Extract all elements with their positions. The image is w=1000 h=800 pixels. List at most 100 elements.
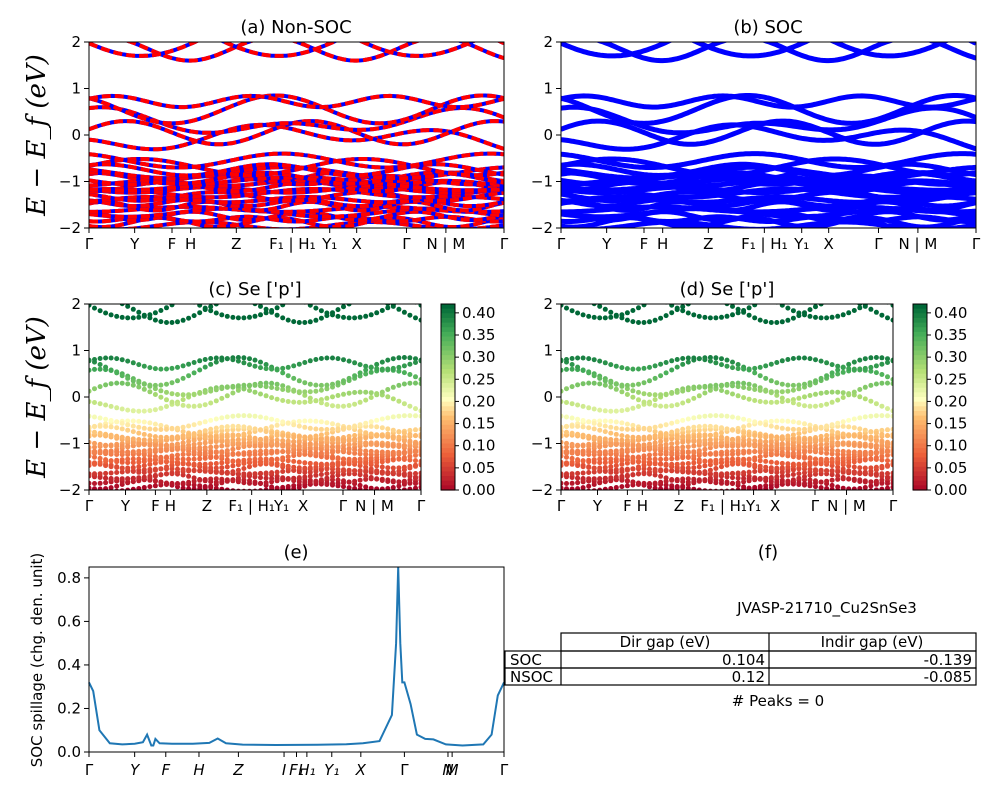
d-point (685, 434, 691, 440)
d-point (746, 431, 752, 437)
d-point (619, 447, 625, 453)
c-point (186, 442, 192, 448)
d-ytick-label: −2 (531, 481, 553, 499)
d-point (768, 423, 774, 429)
c-point (407, 431, 413, 437)
c-point (247, 356, 252, 362)
c-point (224, 356, 230, 362)
d-point (707, 387, 713, 393)
c-point (390, 457, 396, 463)
d-point (735, 366, 741, 372)
c-point (330, 403, 335, 409)
c-point (247, 434, 252, 440)
c-point (291, 486, 297, 490)
c-point (130, 423, 136, 429)
d-point (652, 429, 658, 434)
c-point (379, 443, 385, 448)
d-point (663, 449, 669, 455)
d-point (663, 475, 669, 481)
d-point (619, 382, 625, 388)
d-point (647, 456, 652, 462)
c-point (413, 356, 418, 362)
c-point (274, 366, 280, 372)
c-point (97, 471, 103, 477)
c-point (213, 485, 219, 490)
e-xtick-label: H₁ (298, 761, 315, 779)
d-point (680, 461, 686, 467)
c-colorbar-segment (441, 308, 455, 314)
e-ytick-label: 0.0 (57, 743, 81, 761)
d-point (774, 448, 780, 454)
d-point (580, 443, 586, 449)
c-point (175, 456, 180, 462)
d-point (636, 434, 641, 440)
c-point (164, 471, 169, 477)
d-point (685, 450, 691, 456)
d-point (741, 380, 747, 386)
d-point (586, 465, 592, 470)
c-point (97, 480, 103, 486)
c-point (307, 395, 313, 401)
d-point (818, 467, 824, 473)
d-point (873, 309, 879, 315)
c-point (191, 461, 197, 467)
c-point (235, 423, 241, 429)
c-point (114, 449, 120, 455)
c-point (208, 361, 214, 367)
d-colorbar-label: 0.40 (934, 304, 967, 322)
c-point (368, 431, 374, 437)
c-point (152, 454, 158, 459)
d-point (885, 433, 890, 439)
d-point (602, 469, 608, 474)
c-point (197, 468, 203, 474)
c-point (175, 378, 180, 384)
d-point (835, 476, 841, 482)
d-point (724, 443, 730, 449)
c-point (89, 399, 92, 405)
d-point (680, 483, 686, 489)
d-point (763, 434, 769, 440)
c-point (147, 442, 153, 448)
c-point (318, 426, 324, 432)
c-colorbar-segment (441, 345, 455, 352)
d-point (707, 467, 713, 473)
c-point (274, 305, 280, 311)
c-point (413, 406, 418, 412)
c-point (341, 461, 346, 466)
c-colorbar-label: 0.40 (462, 304, 495, 322)
c-point (324, 437, 330, 443)
d-point (702, 488, 708, 490)
c-point (89, 439, 92, 445)
c-point (258, 365, 263, 371)
d-point (774, 380, 780, 386)
panel-c-title: (c) Se ['p'] (208, 279, 301, 300)
c-point (197, 456, 203, 462)
c-point (197, 367, 203, 373)
d-point (774, 483, 780, 489)
d-xtick-label: Γ (557, 497, 566, 515)
c-point (125, 427, 131, 433)
c-point (125, 304, 131, 309)
c-point (119, 459, 125, 465)
c-point (114, 419, 120, 425)
c-point (191, 431, 197, 437)
c-point (274, 485, 280, 490)
c-point (396, 364, 402, 370)
c-point (407, 427, 413, 433)
d-point (691, 386, 697, 392)
c-point (335, 356, 341, 362)
c-point (318, 382, 324, 388)
d-point (890, 458, 893, 464)
c-point (368, 485, 374, 490)
d-point (641, 470, 647, 476)
c-xtick-label: X (298, 497, 308, 515)
c-point (363, 469, 369, 475)
d-point (685, 465, 691, 471)
c-point (119, 373, 125, 379)
c-point (186, 448, 192, 454)
c-point (219, 465, 225, 471)
c-point (352, 478, 358, 484)
c-point (302, 479, 308, 485)
d-point (719, 443, 724, 449)
d-colorbar-segment (913, 471, 927, 477)
